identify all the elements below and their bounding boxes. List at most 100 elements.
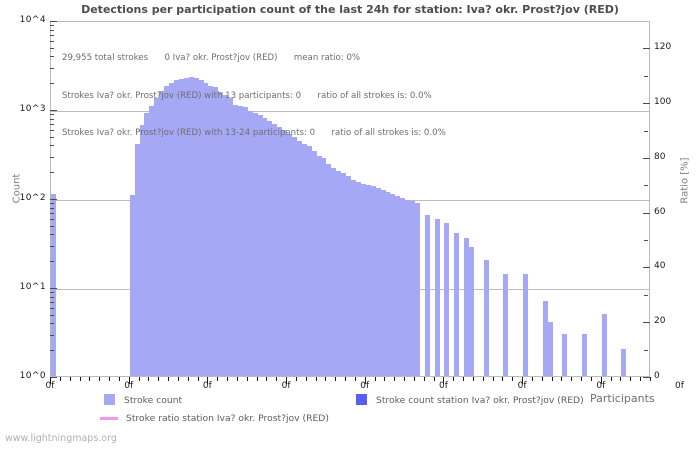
y-axis-right-title: Ratio [%] — [679, 157, 691, 204]
bar — [542, 300, 548, 376]
x-tick-major — [286, 377, 288, 384]
bar — [169, 82, 175, 376]
x-tick-minor — [138, 377, 140, 381]
y-tick-label: 10^1 — [19, 282, 46, 292]
bar — [365, 185, 371, 376]
bar — [341, 173, 347, 376]
bar — [257, 114, 263, 376]
y-tick-right-major — [643, 322, 650, 324]
annotation-line-13-participants: Strokes Iva? okr. Prost?jov (RED) with 1… — [62, 90, 432, 101]
x-tick-minor — [325, 377, 327, 381]
bar — [523, 274, 529, 376]
x-tick-minor — [354, 377, 356, 381]
y-tick-right-major — [643, 212, 650, 214]
x-tick-minor — [187, 377, 189, 381]
x-tick-minor — [630, 377, 632, 381]
x-tick-minor — [433, 377, 435, 381]
bar — [414, 202, 420, 376]
y-axis-title: Count — [11, 173, 23, 204]
x-tick-minor — [374, 377, 376, 381]
y-tick-minor — [50, 123, 54, 125]
y-tick-label: 10^3 — [19, 104, 46, 114]
bar — [252, 113, 258, 376]
x-tick-minor — [89, 377, 91, 381]
y-tick-right-minor — [644, 130, 648, 132]
x-tick-minor — [541, 377, 543, 381]
y-tick-minor — [50, 129, 54, 131]
gridline — [51, 111, 649, 112]
x-tick-minor — [551, 377, 553, 381]
bar-series-stroke-count — [51, 22, 649, 376]
y-tick-minor — [50, 34, 54, 36]
bar — [405, 199, 411, 376]
y-tick-right-major — [643, 48, 650, 50]
y-tick-minor — [50, 25, 54, 27]
bar — [144, 113, 150, 376]
bar — [267, 120, 273, 376]
y-tick-minor — [50, 301, 54, 303]
x-tick-minor — [404, 377, 406, 381]
y-tick-minor — [50, 114, 54, 116]
y-tick-minor — [50, 83, 54, 85]
legend-color-swatch — [104, 394, 115, 405]
legend-line-marker — [100, 417, 118, 420]
bar — [188, 77, 194, 376]
x-tick-label: 0f — [281, 381, 291, 391]
bar — [139, 125, 145, 376]
legend-label: Stroke ratio station Iva? okr. Prost?jov… — [126, 413, 329, 424]
bar — [390, 193, 396, 376]
x-axis-title: Participants — [590, 392, 655, 405]
bar — [237, 106, 243, 376]
y-tick-minor — [50, 67, 54, 69]
y-tick-right-label: 80 — [654, 151, 666, 162]
bar — [370, 186, 376, 376]
y-tick-minor — [50, 56, 54, 58]
y-tick-minor — [50, 334, 54, 336]
x-tick-label: 0f — [124, 381, 134, 391]
bar — [159, 91, 165, 376]
bar — [301, 144, 307, 376]
bar — [355, 182, 361, 376]
x-tick-minor — [650, 377, 651, 381]
x-tick-label: 0f — [202, 381, 212, 391]
y-tick-minor — [50, 212, 54, 214]
y-tick-minor — [50, 218, 54, 220]
x-tick-minor — [276, 377, 278, 381]
x-tick-minor — [118, 377, 120, 381]
y-tick-minor — [50, 118, 54, 120]
y-tick-right-label: 40 — [654, 261, 666, 272]
x-tick-minor — [482, 377, 484, 381]
y-tick-right-minor — [644, 75, 648, 77]
y-tick-right-major — [643, 103, 650, 105]
bar — [129, 195, 135, 376]
bar — [296, 140, 302, 376]
legend-label: Stroke count station Iva? okr. Prost?jov… — [376, 395, 584, 406]
y-tick-minor — [50, 234, 54, 236]
bar — [291, 137, 297, 376]
bar — [178, 78, 184, 376]
bar — [247, 110, 253, 376]
y-tick-minor — [50, 156, 54, 158]
x-tick-minor — [59, 377, 61, 381]
x-tick-minor — [315, 377, 317, 381]
bar — [316, 155, 322, 376]
chart-annotations: 29,955 total strokes 0 Iva? okr. Prost?j… — [62, 27, 446, 165]
x-tick-minor — [620, 377, 622, 381]
x-tick-minor — [168, 377, 170, 381]
y-tick-minor — [50, 40, 54, 42]
y-tick-right-label: 0 — [654, 371, 660, 381]
y-tick-right-major — [643, 377, 650, 378]
y-tick-right-minor — [644, 185, 648, 187]
bar — [198, 79, 204, 376]
x-tick-minor — [295, 377, 297, 381]
x-tick-minor — [581, 377, 583, 381]
x-tick-minor — [640, 377, 642, 381]
x-tick-minor — [227, 377, 229, 381]
annotation-line-13-24-participants: Strokes Iva? okr. Prost?jov (RED) with 1… — [62, 128, 446, 138]
x-tick-minor — [197, 377, 199, 381]
y-tick-minor — [50, 307, 54, 309]
bar — [232, 104, 238, 376]
bar — [331, 167, 337, 376]
bar — [444, 223, 450, 376]
